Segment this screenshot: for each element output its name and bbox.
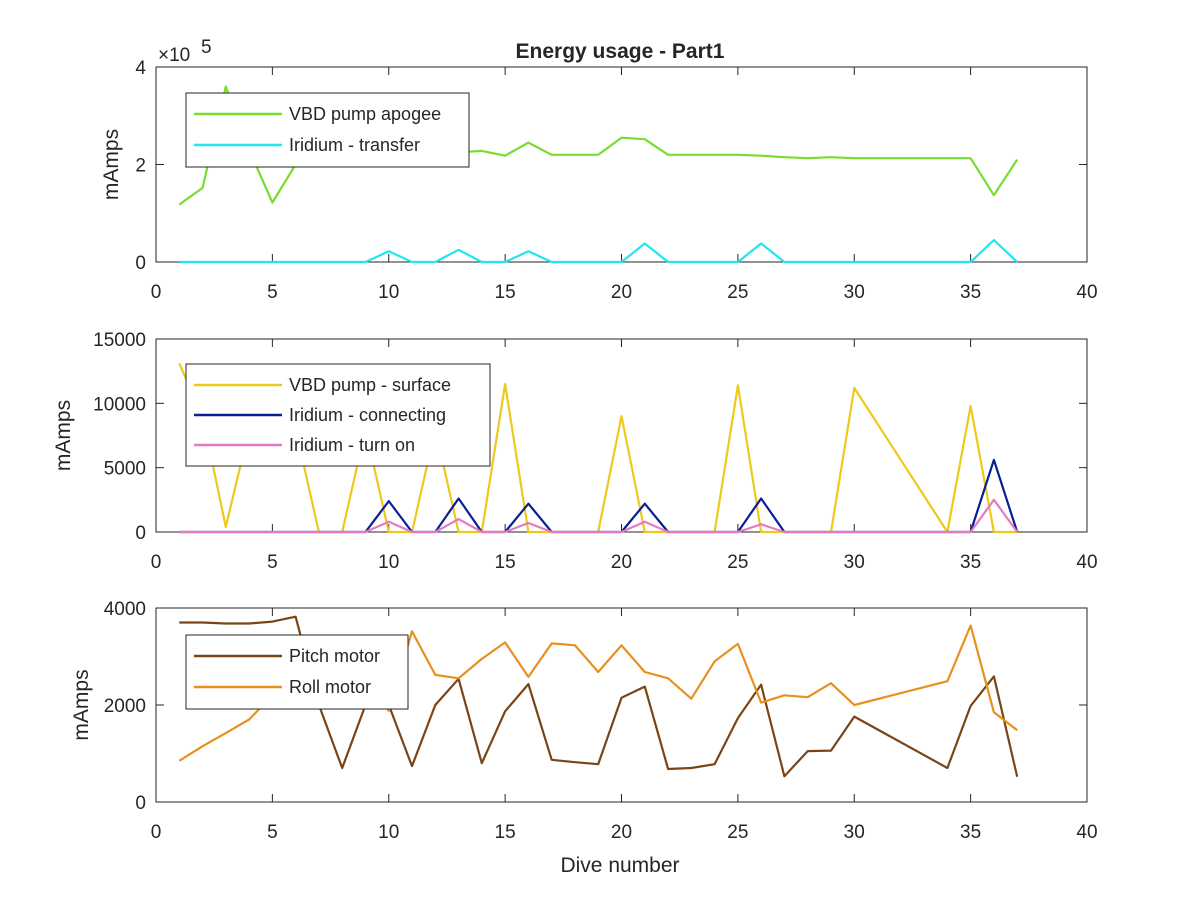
x-tick-label: 40 <box>1076 282 1097 303</box>
y-tick-label: 2000 <box>104 696 146 717</box>
y-exponent-power: 5 <box>201 37 212 58</box>
y-tick-label: 5000 <box>104 459 146 480</box>
y-axis-label: mAmps <box>100 129 123 200</box>
y-axis-label: mAmps <box>52 400 75 471</box>
legend: Pitch motor Roll motor <box>185 634 409 710</box>
y-tick-label: 0 <box>135 793 146 814</box>
y-axis-label: mAmps <box>70 669 93 740</box>
x-tick-label: 0 <box>151 822 162 843</box>
series-line-iridium-transfer <box>179 239 1018 264</box>
x-tick-label: 35 <box>960 552 981 573</box>
legend-label: Iridium - connecting <box>289 405 446 425</box>
legend-label: Roll motor <box>289 677 371 697</box>
x-tick-label: 10 <box>378 552 399 573</box>
figure-title: Energy usage - Part1 <box>516 40 725 63</box>
y-tick-label: 2 <box>135 156 146 177</box>
y-tick-label: 0 <box>135 253 146 274</box>
legend-box <box>185 92 470 168</box>
legend-label: VBD pump apogee <box>289 104 441 124</box>
legend-label: Iridium - turn on <box>289 435 415 455</box>
series-line-iridium-turn-on <box>179 498 1019 534</box>
x-tick-label: 40 <box>1076 822 1097 843</box>
x-tick-label: 10 <box>378 282 399 303</box>
x-tick-label: 15 <box>495 822 516 843</box>
x-tick-label: 40 <box>1076 552 1097 573</box>
legend: VBD pump - surface Iridium - connecting Ir… <box>185 363 491 467</box>
y-exponent-label: ×10 <box>158 45 190 66</box>
legend-box <box>185 634 409 710</box>
legend-label: VBD pump - surface <box>289 375 451 395</box>
x-tick-label: 20 <box>611 822 632 843</box>
legend-label: Pitch motor <box>289 646 380 666</box>
subplot-1: 0 5 10 15 20 25 30 35 40 0 2 4 ×10 5 mAmps VBD pump apo… <box>100 37 1098 303</box>
x-tick-label: 30 <box>844 552 865 573</box>
y-tick-label: 4000 <box>104 599 146 620</box>
subplot-3: 0 5 10 15 20 25 30 35 40 0 2000 4000 mAmps Pitch moto… <box>70 599 1098 843</box>
x-tick-label: 5 <box>267 822 278 843</box>
x-tick-label: 25 <box>727 822 748 843</box>
x-tick-label: 10 <box>378 822 399 843</box>
x-axis-label: Dive number <box>560 854 679 877</box>
x-tick-label: 25 <box>727 552 748 573</box>
x-tick-label: 25 <box>727 282 748 303</box>
x-tick-label: 30 <box>844 282 865 303</box>
y-tick-label: 4 <box>135 58 146 79</box>
x-tick-label: 5 <box>267 552 278 573</box>
x-tick-label: 5 <box>267 282 278 303</box>
y-tick-label: 10000 <box>93 394 146 415</box>
x-tick-label: 30 <box>844 822 865 843</box>
x-tick-label: 0 <box>151 282 162 303</box>
x-tick-label: 20 <box>611 552 632 573</box>
x-tick-label: 35 <box>960 282 981 303</box>
x-tick-label: 20 <box>611 282 632 303</box>
x-tick-label: 15 <box>495 552 516 573</box>
legend-label: Iridium - transfer <box>289 135 420 155</box>
x-tick-label: 35 <box>960 822 981 843</box>
subplot-2: 0 5 10 15 20 25 30 35 40 0 5000 10000 15000 mAmps VBD … <box>52 330 1098 573</box>
x-tick-label: 15 <box>495 282 516 303</box>
y-tick-label: 0 <box>135 523 146 544</box>
x-tick-label: 0 <box>151 552 162 573</box>
subplots: 0 5 10 15 20 25 30 35 40 0 2 4 ×10 5 mAmps VBD pump apo… <box>52 37 1098 843</box>
legend: VBD pump apogee Iridium - transfer <box>185 92 470 168</box>
y-tick-label: 15000 <box>93 330 146 351</box>
